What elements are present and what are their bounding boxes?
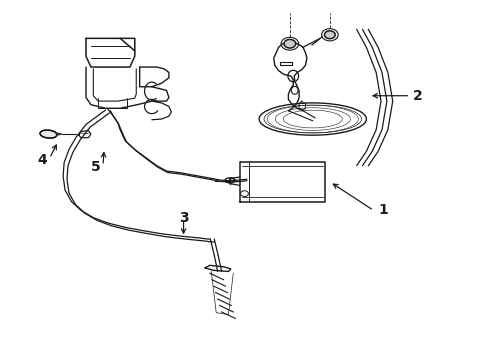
Text: 4: 4 xyxy=(37,153,47,167)
Circle shape xyxy=(324,31,334,39)
Circle shape xyxy=(284,40,295,48)
Text: 2: 2 xyxy=(412,89,422,103)
Text: 3: 3 xyxy=(179,211,188,225)
Ellipse shape xyxy=(40,130,57,138)
Text: 5: 5 xyxy=(91,161,101,175)
Text: 1: 1 xyxy=(378,203,387,217)
